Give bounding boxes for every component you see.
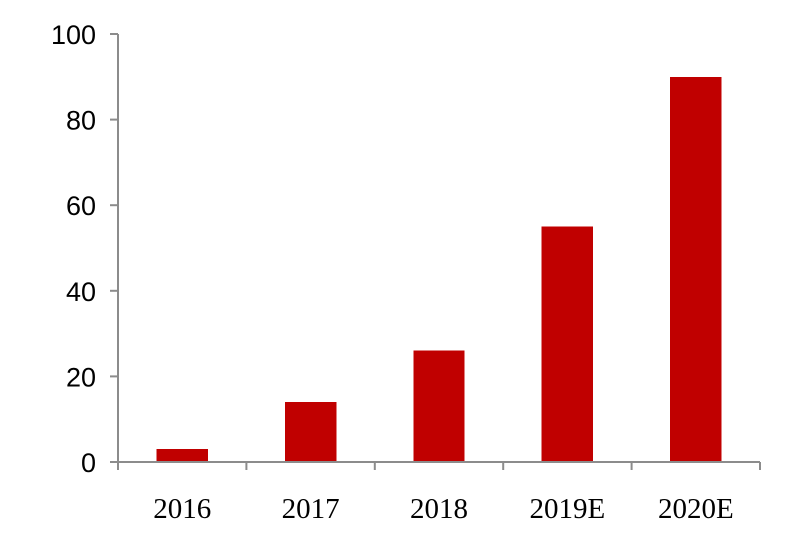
y-axis-ticks: 0 20 40 60 80 100: [51, 20, 118, 478]
y-tick-label: 60: [66, 191, 96, 221]
bar-2019E: [541, 226, 594, 462]
bar-2016: [156, 449, 208, 462]
y-tick-label: 100: [51, 20, 96, 50]
bar-2018: [413, 350, 465, 462]
bar-2020E: [670, 76, 722, 463]
x-axis-ticks: 2016 2017 2018 2019E 2020E: [117, 462, 761, 525]
y-tick-label: 20: [66, 362, 96, 392]
y-tick-label: 0: [81, 448, 96, 478]
x-tick-label: 2019E: [530, 493, 606, 525]
bars: [156, 76, 722, 463]
x-tick-label: 2017: [282, 493, 340, 525]
x-tick-label: 2020E: [658, 493, 734, 525]
bar-2017: [284, 402, 337, 462]
x-tick-label: 2016: [153, 493, 211, 525]
x-tick-label: 2018: [410, 493, 468, 525]
y-tick-label: 40: [66, 277, 96, 307]
y-tick-label: 80: [66, 106, 96, 136]
